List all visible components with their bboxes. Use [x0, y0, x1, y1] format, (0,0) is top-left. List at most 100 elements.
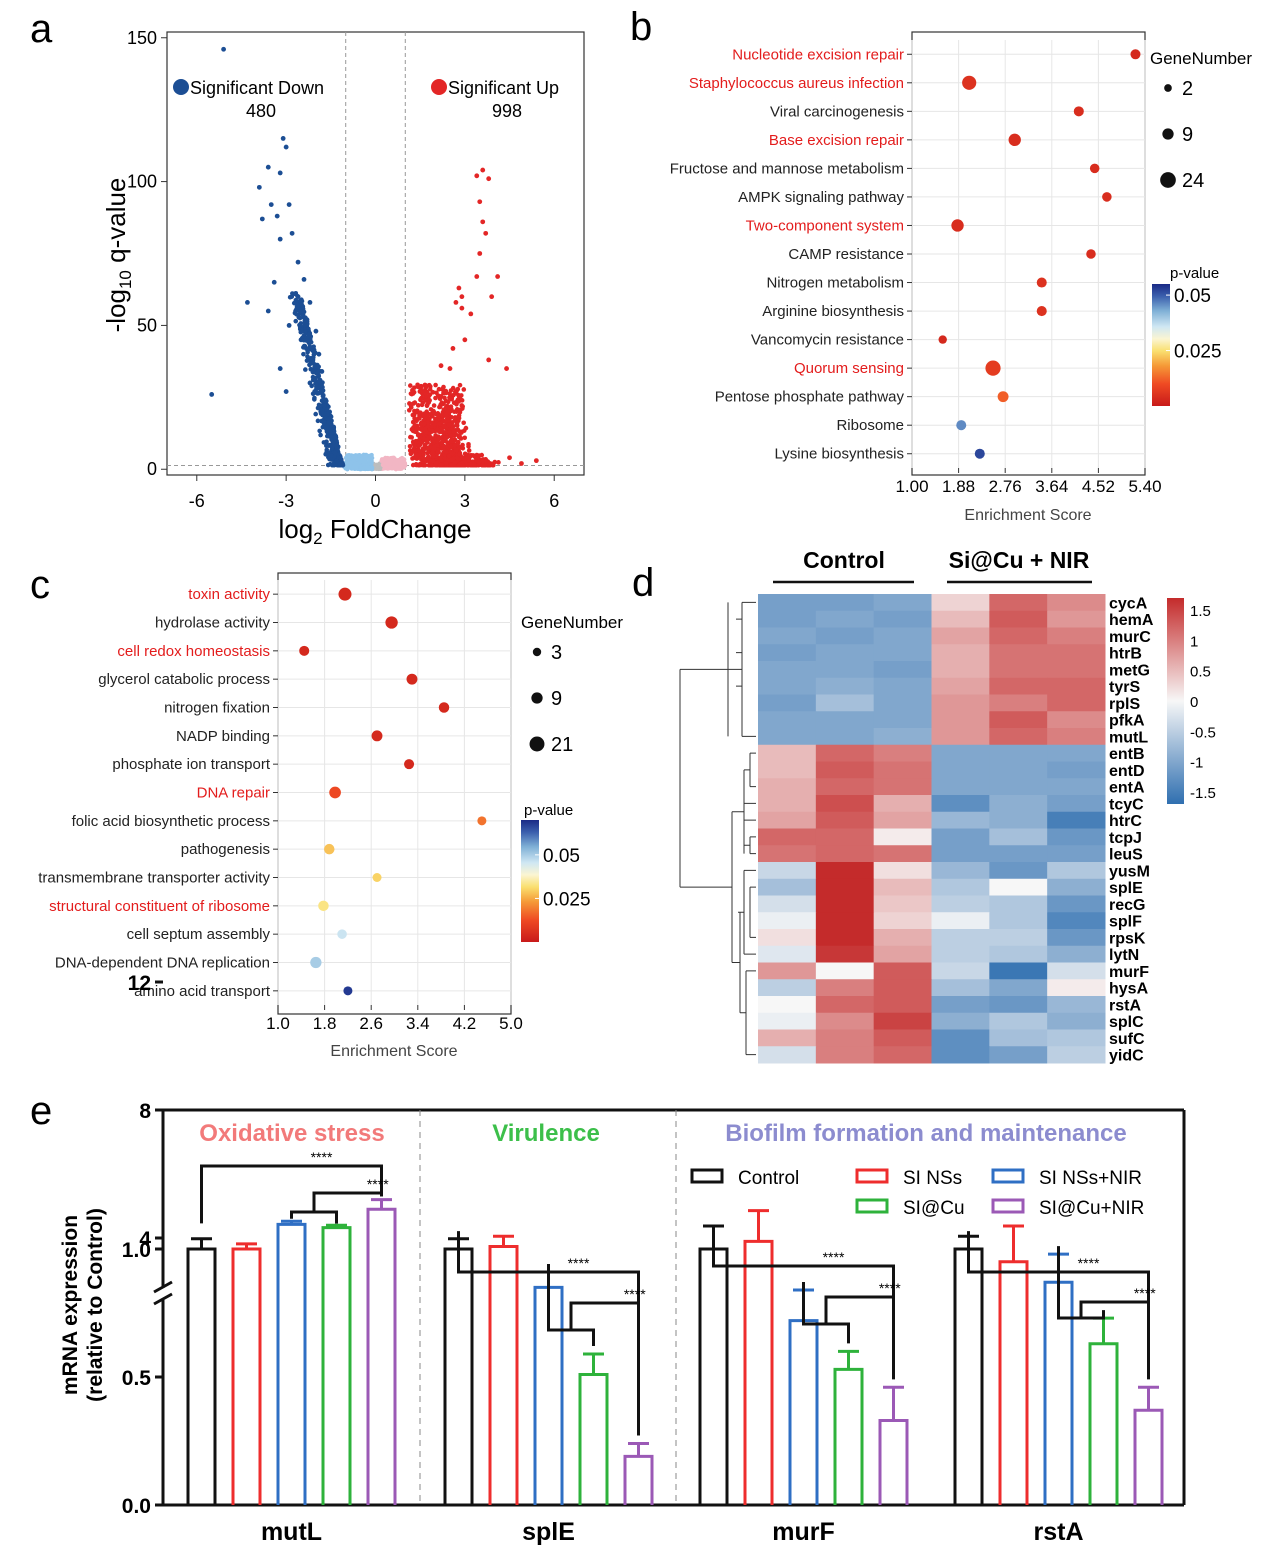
point-significant-up [461, 420, 466, 426]
gene-label: hysA [1109, 981, 1149, 998]
significance-bracket [824, 1295, 895, 1380]
y-tick-label: 12 [128, 972, 151, 995]
point-significant-down [317, 428, 322, 434]
gene-label: cycA [1109, 595, 1148, 612]
point-significant-up [418, 387, 424, 392]
heatmap-cell [758, 644, 817, 662]
heatmap-cell [931, 728, 990, 746]
size-legend-dot [531, 692, 543, 704]
heatmap-cell [989, 661, 1048, 679]
heatmap-cell [758, 996, 817, 1014]
point-significant-up [448, 444, 454, 450]
term-label: Pentose phosphate pathway [715, 389, 905, 406]
point-significant-up [455, 455, 460, 461]
point-significant-up [447, 422, 452, 428]
heatmap-cell [758, 845, 817, 863]
term-label: pathogenesis [181, 841, 270, 858]
point-significant-down [299, 301, 304, 307]
term-label: Quorum sensing [794, 360, 904, 377]
term-label: Arginine biosynthesis [762, 303, 904, 320]
point-significant-up [452, 415, 458, 420]
point-significant-up [460, 462, 466, 468]
heatmap-cell [815, 945, 875, 963]
colorbar-tick-label: -1 [1190, 755, 1203, 772]
heatmap-cell [1047, 945, 1106, 963]
point-significant-down [313, 411, 318, 417]
panel-letter-b: b [630, 5, 652, 49]
heatmap-cell [1047, 996, 1106, 1014]
term-label: Viral carcinogenesis [770, 103, 904, 120]
legend-up-marker [431, 79, 447, 95]
point-significant-up [412, 444, 418, 449]
gene-label: rplS [1109, 696, 1140, 713]
heatmap-cell [1047, 811, 1106, 829]
legend-swatch [991, 1198, 1025, 1214]
point-significant-down [315, 405, 321, 411]
gene-label: recG [1109, 897, 1145, 914]
term-label: nitrogen fixation [164, 700, 270, 717]
point-significant-up [421, 414, 427, 419]
enrichment-dot [371, 730, 383, 742]
point-significant-down [313, 328, 319, 334]
point-significant-up [425, 446, 430, 451]
heatmap-cell [873, 627, 932, 645]
heatmap-cell [873, 862, 932, 880]
section-title: Oxidative stress [199, 1120, 384, 1147]
gene-label: metG [1109, 662, 1150, 679]
heatmap-cell [758, 878, 817, 896]
category-label: splE [522, 1518, 575, 1546]
point-nonsignificant [400, 463, 405, 469]
heatmap-cell [873, 996, 932, 1014]
heatmap-cell [873, 1046, 932, 1064]
heatmap-cell [989, 627, 1048, 645]
point-significant-down [286, 323, 292, 328]
gene-label: mutL [1109, 729, 1148, 746]
heatmap-cell [815, 996, 875, 1014]
point-significant-down [295, 259, 301, 265]
heatmap-cell [1047, 962, 1106, 980]
point-significant-down [295, 294, 301, 300]
point-significant-up [486, 460, 491, 466]
point-significant-down [332, 435, 338, 440]
heatmap-cell [1047, 862, 1106, 880]
point-significant-down [283, 144, 289, 150]
enrichment-dot [338, 587, 352, 601]
point-nonsignificant [359, 466, 365, 471]
term-label: CAMP resistance [788, 246, 904, 263]
point-significant-up [461, 387, 467, 392]
heatmap-cell [931, 1029, 990, 1047]
group-label-treated: Si@Cu + NIR [949, 547, 1090, 573]
point-significant-up [438, 457, 444, 463]
heatmap-cell [873, 795, 932, 813]
heatmap-cell [989, 811, 1048, 829]
point-significant-up [446, 453, 452, 459]
point-significant-up [435, 427, 440, 433]
term-label: Fructose and mannose metabolism [670, 160, 904, 177]
y-tick-label: 0.5 [122, 1367, 152, 1390]
heatmap-cell [931, 644, 990, 662]
heatmap-cell [758, 862, 817, 880]
heatmap-cell [758, 795, 817, 813]
heatmap-cell [989, 845, 1048, 863]
point-significant-up [456, 462, 462, 468]
heatmap-cell [815, 929, 875, 947]
y-tick-label: 8 [139, 1100, 151, 1123]
point-significant-up [434, 411, 439, 417]
point-significant-up [422, 389, 427, 394]
heatmap-cell [815, 778, 875, 796]
heatmap-cell [931, 895, 990, 913]
point-significant-up [444, 460, 449, 466]
point-nonsignificant [369, 458, 374, 464]
term-label: glycerol catabolic process [98, 671, 270, 688]
enrichment-dot [406, 673, 418, 685]
term-label: Nucleotide excision repair [732, 46, 904, 63]
point-significant-up [410, 449, 416, 454]
gene-label: entB [1109, 746, 1145, 763]
point-significant-down [313, 381, 318, 386]
point-significant-up [492, 459, 498, 465]
gene-label: tcpJ [1109, 830, 1142, 847]
mrna-bar-chart: mRNA expression (relative to Control) 0.… [59, 972, 1186, 1546]
term-label: cell septum assembly [127, 926, 271, 943]
point-significant-up [423, 398, 429, 403]
point-nonsignificant [346, 454, 352, 459]
